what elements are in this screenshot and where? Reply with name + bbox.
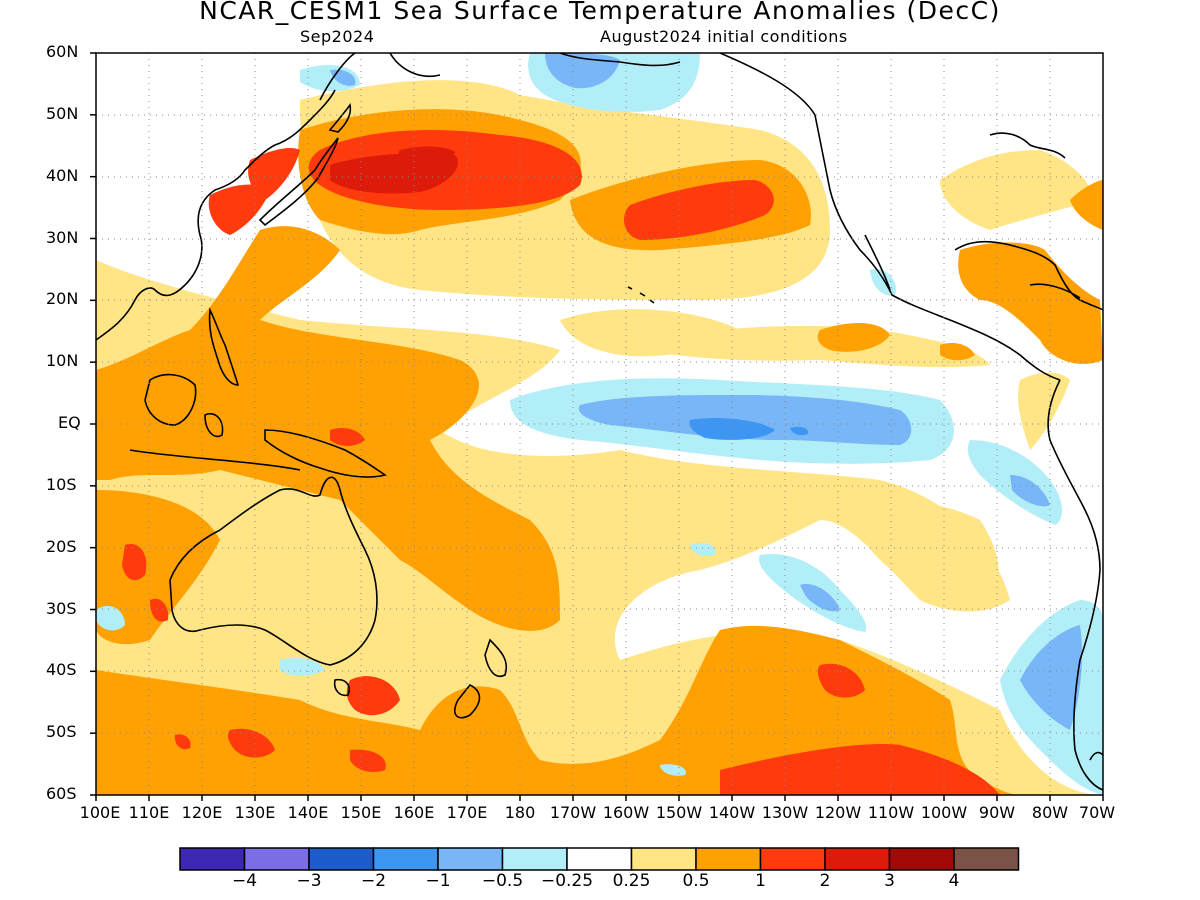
colorbar-label: 1 xyxy=(755,871,766,891)
latitude-label: 50S xyxy=(46,722,77,742)
colorbar xyxy=(179,847,1020,871)
colorbar-label: 3 xyxy=(884,871,895,891)
longitude-label: 170W xyxy=(549,803,597,822)
longitude-label: 130E xyxy=(234,803,276,822)
colorbar-label: −0.25 xyxy=(540,871,594,891)
coastlines xyxy=(96,53,1103,791)
colorbar-swatch xyxy=(888,847,955,871)
colorbar-swatch xyxy=(759,847,826,871)
longitude-label: 150E xyxy=(340,803,382,822)
colorbar-swatch xyxy=(824,847,891,871)
longitude-label: 170E xyxy=(446,803,488,822)
longitude-label: 100E xyxy=(79,803,121,822)
latitude-label: 50N xyxy=(46,103,79,123)
forecast-month-label: Sep2024 xyxy=(300,27,375,46)
latitude-label: 30N xyxy=(46,227,79,247)
longitude-label: 140W xyxy=(708,803,756,822)
colorbar-swatch xyxy=(695,847,762,871)
colorbar-swatch xyxy=(243,847,310,871)
colorbar-swatch xyxy=(308,847,375,871)
gridlines xyxy=(96,53,1103,795)
latitude-label: 20N xyxy=(46,289,79,309)
colorbar-swatch xyxy=(501,847,568,871)
initial-conditions-label: August2024 initial conditions xyxy=(600,27,848,46)
colorbar-swatch xyxy=(953,847,1020,871)
latitude-label: 10S xyxy=(46,474,77,494)
latitude-label: 10N xyxy=(46,351,79,371)
longitude-label: 120W xyxy=(814,803,862,822)
axis-ticks xyxy=(90,52,1104,801)
colorbar-label: 4 xyxy=(948,871,960,891)
latitude-label: 60N xyxy=(46,42,79,61)
latitude-label: 60S xyxy=(46,784,77,803)
colorbar-label: −3 xyxy=(296,871,322,891)
colorbar-label: 0.25 xyxy=(612,871,651,891)
colorbar-label: 2 xyxy=(819,871,831,891)
latitude-label: 20S xyxy=(46,536,77,556)
map-title: NCAR_CESM1 Sea Surface Temperature Anoma… xyxy=(199,0,1001,25)
colorbar-swatch xyxy=(179,847,246,871)
anomaly-field xyxy=(96,53,1103,795)
longitude-label: 150W xyxy=(655,803,703,822)
longitude-label: 140E xyxy=(287,803,329,822)
longitude-label: 130W xyxy=(761,803,809,822)
longitude-label: 110W xyxy=(867,803,915,822)
anomaly-layer-neg-1 xyxy=(689,418,809,440)
colorbar-label: −4 xyxy=(231,871,258,891)
colorbar-swatch xyxy=(566,847,633,871)
longitude-label: 120E xyxy=(181,803,223,822)
longitude-label: 160W xyxy=(602,803,650,822)
longitude-label: 70W xyxy=(1078,803,1116,822)
longitude-label: 80W xyxy=(1031,803,1069,822)
latitude-label: EQ xyxy=(58,413,81,432)
latitude-label: 40S xyxy=(46,660,77,680)
colorbar-swatch xyxy=(437,847,504,871)
colorbar-swatch xyxy=(630,847,697,871)
latitude-label: 30S xyxy=(46,598,77,618)
colorbar-swatch xyxy=(372,847,439,871)
latitude-label: 40N xyxy=(46,165,79,185)
longitude-label: 110E xyxy=(128,803,170,822)
colorbar-label: −1 xyxy=(425,871,451,891)
longitude-label: 90W xyxy=(978,803,1016,822)
anomaly-layer-2-3 xyxy=(330,146,459,194)
anomaly-layer-neg-0.5 xyxy=(330,53,1082,730)
longitude-label: 160E xyxy=(393,803,435,822)
colorbar-label: −0.5 xyxy=(481,871,524,891)
colorbar-label: −2 xyxy=(360,871,387,891)
longitude-label: 180 xyxy=(504,803,536,822)
longitude-label: 100W xyxy=(920,803,968,822)
colorbar-label: 0.5 xyxy=(682,871,710,891)
